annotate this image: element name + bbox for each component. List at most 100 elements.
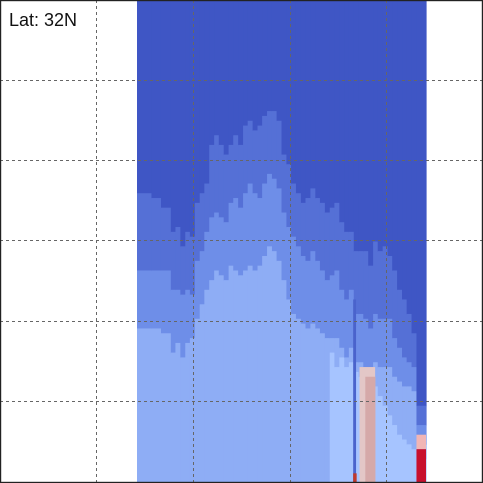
heatmap-cell bbox=[247, 120, 254, 185]
heatmap-cell bbox=[199, 0, 205, 194]
heatmap-cell bbox=[319, 202, 326, 272]
heatmap-cell bbox=[348, 289, 355, 349]
heatmap-cell bbox=[382, 318, 389, 368]
heatmap-cell bbox=[233, 198, 239, 272]
heatmap-cell bbox=[334, 0, 340, 204]
heatmap-anomaly-cell bbox=[416, 434, 426, 450]
heatmap-cell bbox=[180, 357, 186, 483]
heatmap-cell bbox=[137, 270, 153, 330]
heatmap-cell bbox=[218, 144, 225, 218]
heatmap-cell bbox=[276, 0, 283, 122]
heatmap-cell bbox=[151, 270, 162, 330]
heatmap-cell bbox=[214, 270, 220, 483]
heatmap-cell bbox=[204, 183, 210, 233]
heatmap-cell bbox=[305, 260, 311, 330]
heatmap-cell bbox=[392, 425, 398, 483]
heatmap-cell bbox=[319, 0, 326, 204]
heatmap-cell bbox=[267, 111, 273, 175]
heatmap-cell bbox=[368, 265, 374, 330]
heatmap-cell bbox=[300, 202, 307, 257]
heatmap-cell bbox=[305, 0, 311, 199]
heatmap-cell bbox=[243, 270, 249, 483]
heatmap-cell bbox=[368, 0, 374, 267]
heatmap-cell bbox=[194, 202, 201, 262]
heatmap-cell bbox=[218, 0, 225, 146]
heatmap-cell bbox=[199, 193, 205, 252]
heatmap-cell bbox=[353, 362, 360, 373]
heatmap-cell bbox=[209, 280, 215, 483]
heatmap-cell bbox=[291, 236, 297, 315]
heatmap-cell bbox=[223, 222, 230, 281]
heatmap-cell bbox=[324, 212, 331, 281]
heatmap-cell bbox=[339, 0, 345, 223]
heatmap-cell bbox=[319, 270, 326, 334]
heatmap-cell bbox=[223, 154, 230, 223]
heatmap-cell bbox=[363, 251, 369, 320]
heatmap-cell bbox=[228, 265, 234, 483]
heatmap-cell bbox=[377, 251, 384, 320]
heatmap-cell bbox=[252, 193, 259, 272]
heatmap-cell bbox=[243, 125, 249, 194]
heatmap-cell bbox=[373, 362, 379, 387]
heatmap-cell bbox=[209, 144, 215, 218]
heatmap-cell bbox=[271, 178, 278, 252]
heatmap-cell bbox=[243, 0, 249, 127]
heatmap-cell bbox=[406, 313, 413, 363]
heatmap-cell bbox=[387, 255, 393, 320]
heatmap-cell bbox=[185, 0, 191, 233]
heatmap-cell bbox=[175, 0, 181, 228]
heatmap-cell bbox=[218, 217, 225, 276]
heatmap-cell bbox=[353, 313, 360, 363]
heatmap-cell bbox=[238, 0, 244, 146]
heatmap-cell bbox=[185, 289, 191, 344]
heatmap-cell bbox=[295, 246, 302, 320]
heatmap-cell bbox=[233, 0, 239, 136]
heatmap-cell bbox=[199, 304, 205, 483]
heatmap-cell bbox=[402, 439, 408, 483]
heatmap-cell bbox=[291, 313, 297, 483]
heatmap-cell bbox=[247, 0, 254, 122]
heatmap-cell bbox=[223, 280, 230, 483]
heatmap-cell bbox=[315, 328, 321, 483]
heatmap-cell bbox=[262, 0, 268, 117]
heatmap-cell bbox=[329, 352, 335, 483]
heatmap-cell bbox=[238, 144, 244, 209]
heatmap-cell bbox=[344, 357, 350, 368]
heatmap-cell bbox=[344, 231, 350, 301]
heatmap-cell bbox=[243, 193, 249, 272]
heatmap-cell bbox=[348, 362, 355, 483]
heatmap-cell bbox=[189, 0, 196, 238]
heatmap-cell bbox=[377, 367, 384, 397]
heatmap-cell bbox=[353, 371, 360, 483]
heatmap-cell bbox=[358, 0, 364, 252]
heatmap-cell bbox=[406, 444, 413, 483]
heatmap-cell bbox=[286, 299, 292, 483]
heatmap-cell bbox=[315, 198, 321, 262]
heatmap-cell bbox=[262, 115, 268, 185]
heatmap-cell bbox=[276, 120, 283, 189]
heatmap-cell bbox=[199, 251, 205, 305]
heatmap-cell bbox=[281, 212, 288, 281]
heatmap-cell bbox=[238, 275, 244, 483]
heatmap-cell bbox=[257, 198, 263, 267]
heatmap-cell bbox=[300, 0, 307, 204]
heatmap-cell bbox=[281, 0, 288, 156]
heatmap-cell bbox=[170, 231, 177, 291]
heatmap-cell bbox=[137, 0, 153, 194]
heatmap-cell bbox=[324, 0, 331, 214]
heatmap-cell bbox=[160, 0, 172, 209]
heatmap-cell bbox=[392, 0, 398, 272]
heatmap-cell bbox=[329, 0, 335, 209]
heatmap-cell bbox=[339, 347, 345, 359]
heatmap-cell bbox=[310, 323, 316, 483]
heatmap-cell bbox=[194, 260, 201, 320]
heatmap-cell bbox=[382, 0, 389, 247]
heatmap-cell bbox=[324, 338, 331, 483]
heatmap-cell bbox=[291, 0, 297, 185]
heatmap-cell bbox=[315, 0, 321, 199]
heatmap-cell bbox=[353, 251, 360, 315]
heatmap-cell bbox=[175, 342, 181, 483]
heatmap-cell bbox=[170, 352, 177, 483]
heatmap-cell bbox=[329, 275, 335, 339]
heatmap-cell bbox=[339, 357, 345, 483]
